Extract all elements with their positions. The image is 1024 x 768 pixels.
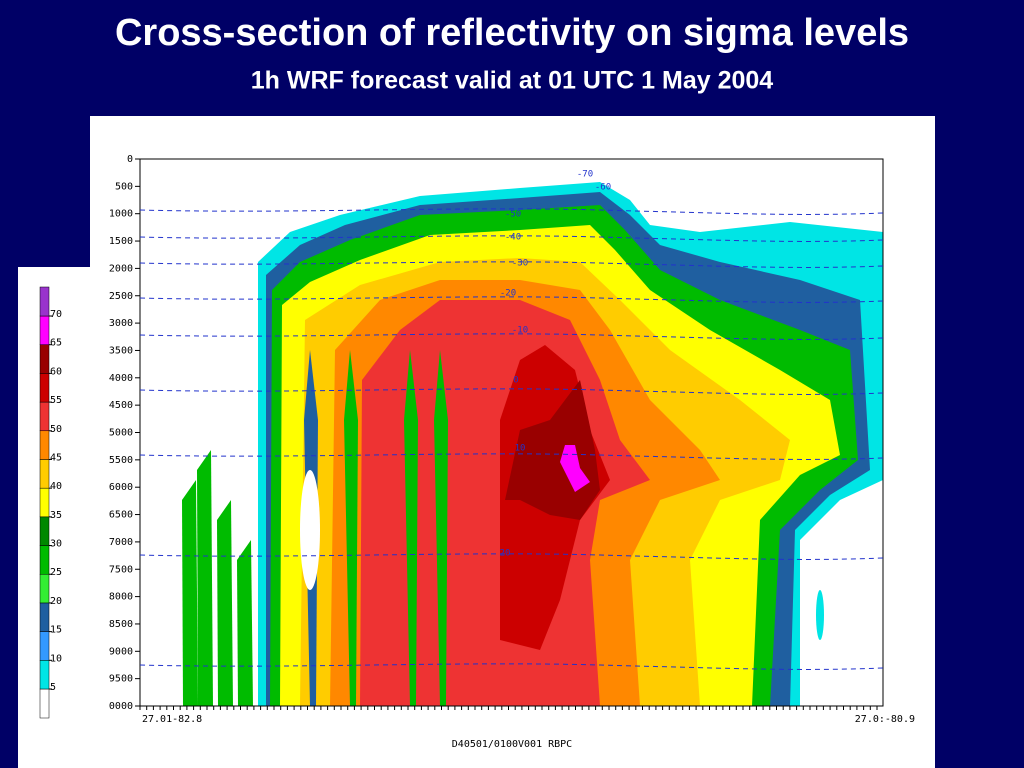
- y-tick-label: 1000: [109, 209, 133, 220]
- y-tick-label: 8500: [109, 619, 133, 630]
- temperature-contour: [139, 296, 884, 303]
- contour-label: -50: [505, 210, 521, 220]
- title: Cross-section of reflectivity on sigma l…: [115, 12, 909, 54]
- colorbar-swatch: [39, 660, 50, 690]
- x-label: 27.01-82.8: [142, 714, 202, 725]
- y-tick-label: 7500: [109, 564, 133, 575]
- y-tick-label: 6000: [109, 482, 133, 493]
- colorbar-swatch: [39, 573, 50, 604]
- colorbar-swatch: [39, 631, 50, 661]
- colorbar-swatch: [39, 487, 50, 518]
- y-tick-label: 7000: [109, 537, 133, 548]
- y-tick-label: 2500: [109, 291, 133, 302]
- colorbar-swatch: [39, 688, 50, 719]
- y-tick-label: 5000: [109, 428, 133, 439]
- temperature-contour: [139, 261, 884, 268]
- contour-label: 10: [515, 444, 526, 454]
- colorbar-label: 55: [50, 395, 62, 406]
- colorbar-label: 50: [50, 424, 62, 435]
- y-tick-label: 8000: [109, 592, 133, 603]
- subtitle: 1h WRF forecast valid at 01 UTC 1 May 20…: [251, 67, 774, 95]
- y-tick-label: 0: [127, 154, 133, 165]
- temperature-contour: [139, 235, 884, 242]
- y-tick-label: 9500: [109, 674, 133, 685]
- colorbar-label: 5: [50, 682, 56, 693]
- colorbar-swatch: [39, 545, 50, 575]
- temperature-contour: [139, 333, 884, 340]
- y-tick-label: 500: [115, 181, 133, 192]
- contour-label: -60: [595, 183, 611, 193]
- y-tick-label: 0000: [109, 701, 133, 712]
- colorbar-swatch: [39, 430, 50, 460]
- y-tick-label: 2000: [109, 263, 133, 274]
- reflectivity-blob: [816, 590, 824, 640]
- colorbar-swatch: [39, 373, 50, 403]
- colorbar-label: 15: [50, 625, 62, 636]
- reflectivity-column: [197, 450, 213, 706]
- y-tick-label: 9000: [109, 646, 133, 657]
- colorbar-swatch: [39, 459, 50, 489]
- temperature-contour: [139, 553, 884, 560]
- colorbar-label: 40: [50, 481, 62, 492]
- colorbar-label: 30: [50, 539, 62, 550]
- x-label: 27.0:-80.9: [855, 714, 915, 725]
- colorbar-swatch: [39, 516, 50, 546]
- reflectivity-blob: [300, 470, 320, 590]
- reflectivity-column: [217, 500, 233, 706]
- colorbar-label: 45: [50, 452, 62, 463]
- contour-label: 0: [513, 376, 518, 386]
- colorbar-label: 20: [50, 596, 62, 607]
- contour-label: 20: [500, 549, 511, 559]
- contour-label: -20: [500, 289, 516, 299]
- reflectivity-field: [182, 182, 883, 706]
- reflectivity-band: [560, 445, 590, 492]
- colorbar-label: 70: [50, 309, 62, 320]
- y-tick-label: 4000: [109, 373, 133, 384]
- reflectivity-column: [344, 350, 358, 706]
- footer-label: D40501/0100V001 RBPC: [452, 739, 572, 750]
- colorbar-label: 10: [50, 653, 62, 664]
- contour-label: -40: [505, 233, 521, 243]
- contour-label: -70: [577, 170, 593, 180]
- reflectivity-column: [237, 540, 253, 706]
- temperature-contour: [139, 663, 884, 670]
- colorbar-swatch: [39, 344, 50, 374]
- contour-label: -10: [512, 326, 528, 336]
- colorbar-label: 25: [50, 567, 62, 578]
- colorbar-swatch: [39, 286, 50, 317]
- y-tick-label: 3000: [109, 318, 133, 329]
- colorbar-label: 60: [50, 366, 62, 377]
- y-tick-label: 1500: [109, 236, 133, 247]
- reflectivity-column: [404, 350, 418, 706]
- reflectivity-column: [434, 350, 448, 706]
- colorbar-swatch: [39, 401, 50, 432]
- colorbar-swatch: [39, 602, 50, 632]
- temperature-contour: [139, 453, 884, 460]
- reflectivity-column: [182, 480, 198, 706]
- colorbar-label: 65: [50, 338, 62, 349]
- colorbar-swatch: [39, 315, 50, 345]
- y-tick-label: 6500: [109, 510, 133, 521]
- y-tick-label: 4500: [109, 400, 133, 411]
- y-tick-label: 5500: [109, 455, 133, 466]
- colorbar-label: 35: [50, 510, 62, 521]
- contour-label: -30: [512, 259, 528, 269]
- temperature-contour: [139, 208, 884, 215]
- y-tick-label: 3500: [109, 345, 133, 356]
- temperature-contour: [139, 388, 884, 395]
